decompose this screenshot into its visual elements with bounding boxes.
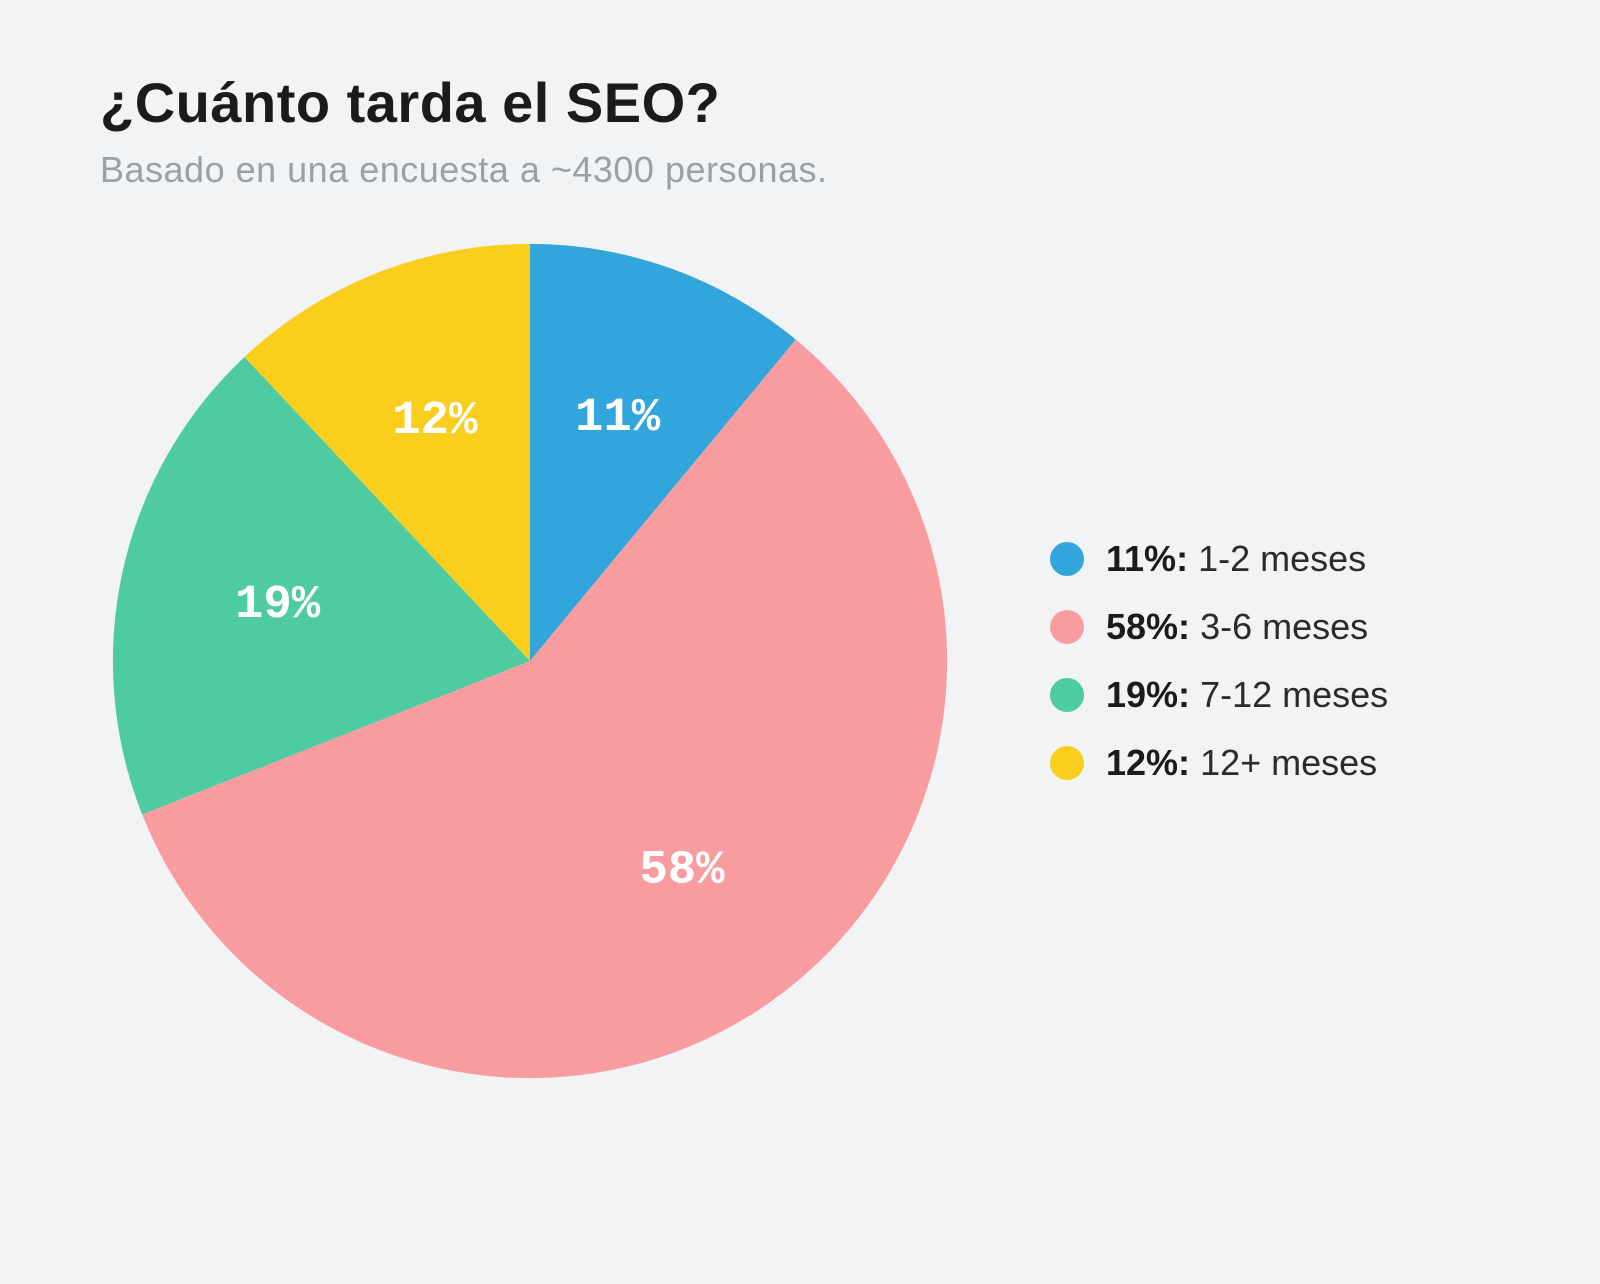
pie-svg: 11% 58% 19% 12% bbox=[100, 231, 960, 1091]
legend-dot-icon bbox=[1050, 746, 1084, 780]
pie-slice-label: 11% bbox=[575, 392, 661, 445]
chart-title: ¿Cuánto tarda el SEO? bbox=[100, 70, 1500, 135]
chart-subtitle: Basado en una encuesta a ~4300 personas. bbox=[100, 149, 1500, 191]
legend-label: 12+ meses bbox=[1200, 742, 1377, 783]
legend-pct: 11%: bbox=[1106, 538, 1188, 579]
legend-pct: 58%: bbox=[1106, 606, 1190, 647]
legend-pct: 12%: bbox=[1106, 742, 1190, 783]
pie-slice-label: 19% bbox=[235, 579, 321, 632]
legend: 11%: 1-2 meses 58%: 3-6 meses 19%: 7-12 … bbox=[1050, 538, 1500, 784]
pie-slice-label: 58% bbox=[639, 845, 725, 898]
legend-label: 1-2 meses bbox=[1198, 538, 1366, 579]
legend-item: 19%: 7-12 meses bbox=[1050, 674, 1500, 716]
legend-dot-icon bbox=[1050, 610, 1084, 644]
legend-item: 58%: 3-6 meses bbox=[1050, 606, 1500, 648]
chart-row: 11% 58% 19% 12% 11%: 1-2 meses 58%: 3-6 mes… bbox=[100, 231, 1500, 1091]
legend-dot-icon bbox=[1050, 678, 1084, 712]
legend-pct: 19%: bbox=[1106, 674, 1190, 715]
legend-dot-icon bbox=[1050, 542, 1084, 576]
legend-item: 11%: 1-2 meses bbox=[1050, 538, 1500, 580]
pie-slice-label: 12% bbox=[392, 395, 478, 448]
pie-chart: 11% 58% 19% 12% bbox=[100, 231, 960, 1091]
legend-label: 3-6 meses bbox=[1200, 606, 1368, 647]
chart-container: ¿Cuánto tarda el SEO? Basado en una encu… bbox=[0, 0, 1600, 1131]
legend-item: 12%: 12+ meses bbox=[1050, 742, 1500, 784]
legend-label: 7-12 meses bbox=[1200, 674, 1388, 715]
